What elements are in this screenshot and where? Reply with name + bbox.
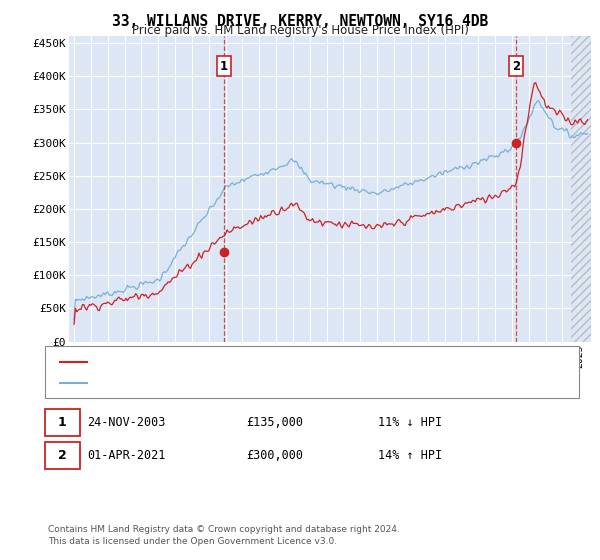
Text: HPI: Average price, detached house, Powys: HPI: Average price, detached house, Powy… (93, 379, 318, 388)
Text: £135,000: £135,000 (246, 416, 303, 430)
Bar (571, 36, 591, 342)
Text: 1: 1 (220, 60, 228, 73)
Text: Price paid vs. HM Land Registry's House Price Index (HPI): Price paid vs. HM Land Registry's House … (131, 24, 469, 37)
Text: 2: 2 (512, 60, 520, 73)
Text: 01-APR-2021: 01-APR-2021 (87, 449, 166, 462)
Text: Contains HM Land Registry data © Crown copyright and database right 2024.
This d: Contains HM Land Registry data © Crown c… (48, 525, 400, 546)
Text: 33, WILLANS DRIVE, KERRY, NEWTOWN, SY16 4DB (detached house): 33, WILLANS DRIVE, KERRY, NEWTOWN, SY16 … (93, 357, 451, 367)
Text: 14% ↑ HPI: 14% ↑ HPI (378, 449, 442, 462)
Text: 11% ↓ HPI: 11% ↓ HPI (378, 416, 442, 430)
Text: £300,000: £300,000 (246, 449, 303, 462)
Text: 2: 2 (58, 449, 67, 462)
Text: 33, WILLANS DRIVE, KERRY, NEWTOWN, SY16 4DB: 33, WILLANS DRIVE, KERRY, NEWTOWN, SY16 … (112, 14, 488, 29)
Text: 1: 1 (58, 416, 67, 430)
Text: 24-NOV-2003: 24-NOV-2003 (87, 416, 166, 430)
